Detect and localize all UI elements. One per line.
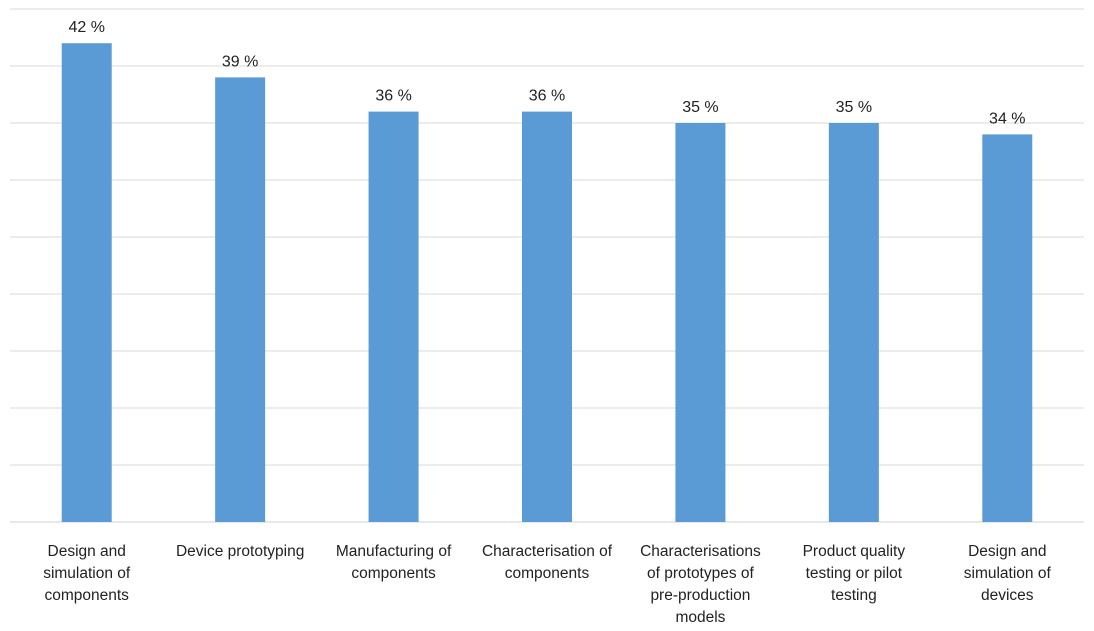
data-label: 35 % bbox=[836, 99, 872, 116]
data-label: 39 % bbox=[222, 53, 258, 70]
bar bbox=[982, 134, 1033, 522]
x-tick-label: Device prototyping bbox=[176, 543, 304, 560]
bar bbox=[675, 123, 726, 522]
bar bbox=[522, 111, 572, 522]
bar bbox=[828, 123, 879, 522]
x-tick-label: Manufacturing of components bbox=[336, 543, 452, 582]
x-tick-label: Product quality testing or pilot testing bbox=[803, 543, 906, 604]
data-label: 35 % bbox=[682, 99, 718, 116]
x-tick-label: Characterisation of components bbox=[482, 543, 613, 582]
data-label: 36 % bbox=[375, 88, 411, 105]
x-tick-label: Characterisations of prototypes of pre-pro… bbox=[640, 543, 761, 626]
data-label: 42 % bbox=[68, 19, 104, 36]
x-tick-label: Design and simulation of components bbox=[43, 543, 131, 604]
bar bbox=[215, 77, 266, 523]
data-label: 36 % bbox=[529, 88, 565, 105]
data-label: 34 % bbox=[989, 110, 1025, 127]
data-labels: 42 % 39 % 36 % 36 % 35 % 35 % 34 % bbox=[68, 19, 1025, 127]
bar bbox=[61, 43, 112, 522]
x-tick-labels: Design and simulation of components Device … bbox=[43, 543, 1051, 626]
bars bbox=[61, 43, 1033, 523]
x-tick-label: Design and simulation of devices bbox=[964, 543, 1052, 604]
bar bbox=[368, 111, 419, 522]
